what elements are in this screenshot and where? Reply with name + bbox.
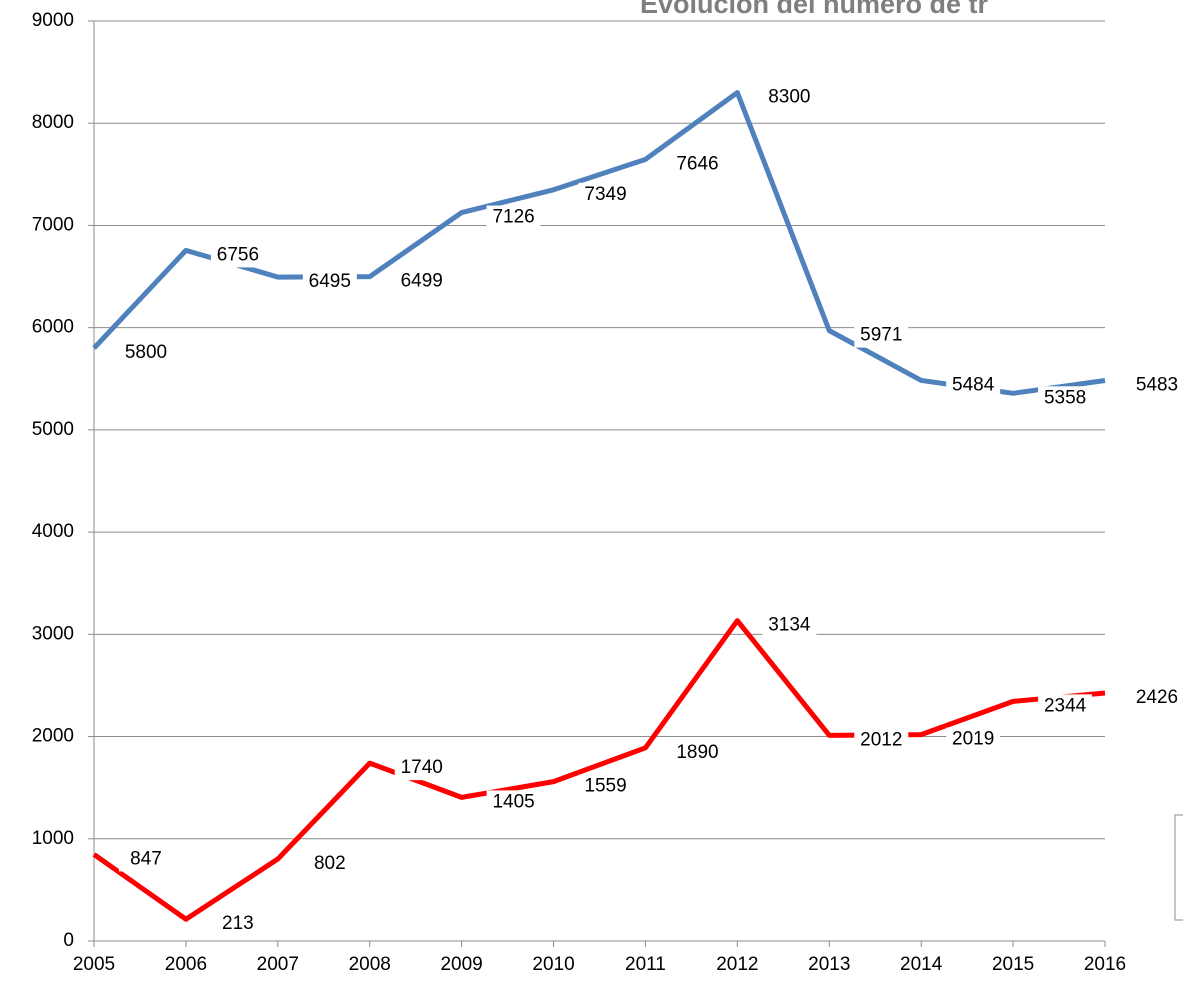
y-tick-label: 6000 (32, 317, 74, 338)
x-tick-label: 2007 (257, 954, 299, 975)
y-tick-label: 5000 (32, 419, 74, 440)
label-background (210, 243, 265, 268)
y-tick-label: 7000 (32, 214, 74, 235)
x-tick-label: 2008 (349, 954, 391, 975)
data-label: 2012 (860, 729, 902, 750)
y-tick-label: 1000 (32, 828, 74, 849)
label-background (578, 774, 633, 799)
label-background (486, 790, 541, 815)
label-background (119, 341, 173, 366)
data-label: 1559 (584, 776, 626, 797)
label-background (946, 727, 1001, 752)
data-label: 5800 (125, 342, 167, 363)
data-label: 6499 (401, 271, 443, 292)
data-label: 5358 (1044, 387, 1086, 408)
y-tick-label: 2000 (32, 726, 74, 747)
label-background (854, 323, 909, 348)
label-background (210, 912, 265, 937)
y-tick-label: 4000 (32, 521, 74, 542)
chart-title: Evolución del número de tr (640, 0, 989, 19)
series-line (92, 90, 1106, 396)
label-background (1038, 694, 1093, 719)
data-label: 7126 (492, 207, 534, 228)
data-label: 5484 (952, 374, 995, 395)
label-background (762, 613, 817, 638)
y-tick-label: 0 (63, 930, 74, 951)
label-background (854, 728, 909, 753)
label-background (578, 182, 633, 207)
label-background (1038, 386, 1093, 411)
data-label: 8300 (768, 87, 810, 108)
label-background (1130, 686, 1183, 711)
data-label: 1890 (676, 742, 718, 763)
data-label: 7646 (676, 153, 718, 174)
label-background (762, 85, 817, 110)
series-line (92, 618, 1106, 922)
data-label: 5971 (860, 325, 902, 346)
x-tick-label: 2014 (900, 954, 943, 975)
data-label: 2426 (1136, 687, 1178, 708)
legend-box (1174, 814, 1183, 921)
x-tick-label: 2011 (625, 954, 666, 975)
x-tick-label: 2012 (716, 954, 758, 975)
data-label: 5483 (1136, 375, 1178, 396)
label-background (394, 756, 449, 781)
x-tick-label: 2005 (73, 954, 115, 975)
y-tick-label: 9000 (32, 10, 74, 31)
label-background (119, 847, 173, 872)
x-tick-label: 2016 (1084, 954, 1126, 975)
data-label: 1405 (492, 791, 534, 812)
label-background (1130, 373, 1183, 398)
data-label: 213 (222, 913, 254, 934)
label-background (302, 852, 357, 877)
data-label: 3134 (768, 615, 811, 636)
label-background (394, 269, 449, 294)
data-label: 1740 (401, 757, 443, 778)
data-label: 7349 (584, 184, 626, 205)
x-tick-label: 2013 (808, 954, 850, 975)
label-background (486, 205, 541, 230)
data-label: 802 (314, 853, 346, 874)
label-background (670, 740, 725, 765)
label-background (302, 270, 357, 295)
data-label: 2344 (1044, 695, 1087, 716)
data-label: 847 (130, 848, 162, 869)
x-tick-label: 2015 (992, 954, 1034, 975)
data-label: 6756 (217, 244, 259, 265)
x-tick-label: 2006 (165, 954, 207, 975)
label-background (670, 152, 725, 177)
x-tick-label: 2009 (440, 954, 482, 975)
data-label: 6495 (309, 271, 351, 292)
x-tick-label: 2010 (532, 954, 574, 975)
y-tick-label: 3000 (32, 623, 74, 644)
y-tick-label: 8000 (32, 112, 74, 133)
label-background (946, 373, 1001, 398)
data-label: 2019 (952, 729, 994, 750)
